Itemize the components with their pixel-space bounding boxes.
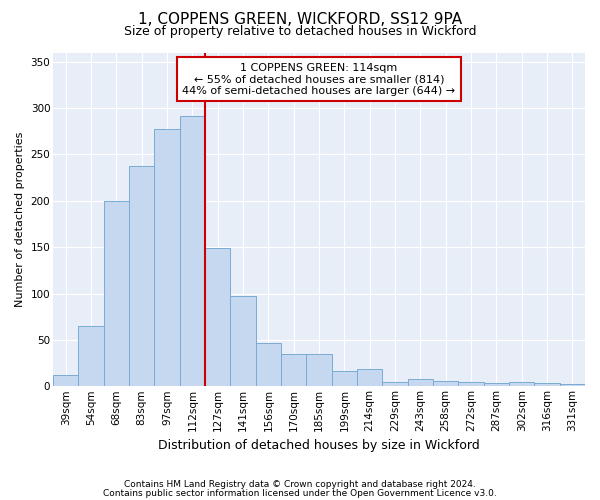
Bar [407,379,433,386]
Bar [332,370,357,386]
Bar [180,116,205,386]
Bar [256,342,281,386]
Bar [281,354,307,386]
Text: 1 COPPENS GREEN: 114sqm
← 55% of detached houses are smaller (814)
44% of semi-d: 1 COPPENS GREEN: 114sqm ← 55% of detache… [182,62,455,96]
Bar [433,380,458,386]
Bar [307,354,332,386]
Bar [382,382,407,386]
Bar [357,368,382,386]
Bar [484,384,509,386]
Bar [230,296,256,386]
Bar [129,166,154,386]
Y-axis label: Number of detached properties: Number of detached properties [15,132,25,307]
Bar [458,382,484,386]
Bar [509,382,535,386]
Text: 1, COPPENS GREEN, WICKFORD, SS12 9PA: 1, COPPENS GREEN, WICKFORD, SS12 9PA [138,12,462,28]
Bar [79,326,104,386]
Bar [53,375,79,386]
Text: Size of property relative to detached houses in Wickford: Size of property relative to detached ho… [124,25,476,38]
Bar [154,128,180,386]
Text: Contains public sector information licensed under the Open Government Licence v3: Contains public sector information licen… [103,488,497,498]
Bar [535,384,560,386]
Bar [205,248,230,386]
Bar [560,384,585,386]
Text: Contains HM Land Registry data © Crown copyright and database right 2024.: Contains HM Land Registry data © Crown c… [124,480,476,489]
Bar [104,201,129,386]
X-axis label: Distribution of detached houses by size in Wickford: Distribution of detached houses by size … [158,440,480,452]
